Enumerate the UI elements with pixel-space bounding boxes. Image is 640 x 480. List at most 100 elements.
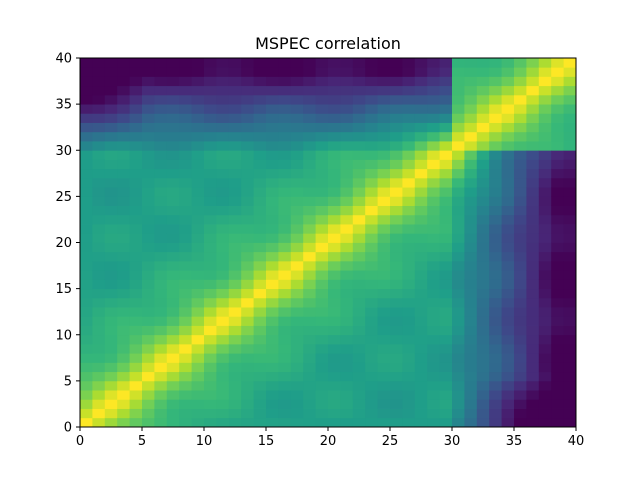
heatmap-cell	[216, 76, 230, 87]
heatmap-cell	[315, 251, 329, 262]
heatmap-cell	[514, 224, 527, 234]
heatmap-cell	[315, 343, 329, 354]
heatmap-cell	[129, 371, 143, 382]
heatmap-cell	[216, 307, 230, 317]
heatmap-cell	[551, 214, 564, 225]
heatmap-cell	[204, 297, 217, 308]
heatmap-cell	[204, 187, 217, 197]
heatmap-cell	[340, 316, 354, 326]
heatmap-cell	[142, 251, 155, 262]
heatmap-cell	[104, 122, 118, 133]
heatmap-cell	[154, 214, 168, 225]
heatmap-cell	[489, 168, 502, 179]
heatmap-cell	[352, 307, 366, 317]
heatmap-cell	[464, 362, 478, 373]
heatmap-cell	[216, 168, 230, 179]
heatmap-cell	[526, 141, 540, 151]
heatmap-cell	[204, 196, 217, 206]
heatmap-cell	[142, 270, 155, 280]
heatmap-cell	[489, 297, 502, 308]
heatmap-cell	[166, 205, 180, 216]
heatmap-cell	[414, 196, 428, 206]
heatmap-cell	[377, 113, 391, 123]
heatmap-cell	[538, 113, 552, 123]
heatmap-cell	[266, 122, 279, 133]
heatmap-cell	[191, 113, 205, 123]
heatmap-cell	[104, 343, 118, 354]
heatmap-cell	[303, 214, 316, 225]
heatmap-cell	[551, 334, 564, 345]
heatmap-cell	[303, 307, 316, 317]
heatmap-cell	[563, 150, 577, 160]
heatmap-cell	[154, 408, 168, 419]
heatmap-cell	[390, 417, 403, 428]
heatmap-cell	[290, 187, 304, 197]
heatmap-cell	[92, 362, 106, 373]
heatmap-cell	[377, 94, 391, 105]
x-tick-label: 0	[76, 434, 84, 449]
heatmap-cell	[390, 251, 403, 262]
heatmap-cell	[489, 260, 502, 271]
heatmap-cell	[315, 113, 329, 123]
heatmap-cell	[104, 58, 118, 68]
heatmap-cell	[278, 279, 292, 290]
heatmap-cell	[352, 141, 366, 151]
heatmap-cell	[154, 371, 168, 382]
heatmap-cell	[290, 251, 304, 262]
heatmap-cell	[104, 399, 118, 409]
heatmap-cell	[402, 214, 416, 225]
heatmap-cell	[154, 94, 168, 105]
heatmap-cell	[228, 288, 242, 299]
heatmap-cell	[204, 353, 217, 363]
heatmap-cell	[80, 141, 93, 151]
heatmap-cell	[402, 104, 416, 114]
heatmap-cell	[166, 224, 180, 234]
heatmap-cell	[414, 141, 428, 151]
heatmap-cell	[253, 131, 267, 142]
heatmap-cell	[216, 362, 230, 373]
heatmap-cell	[204, 67, 217, 77]
heatmap-cell	[303, 150, 316, 160]
heatmap-cell	[563, 131, 577, 142]
heatmap-cell	[92, 131, 106, 142]
heatmap-cell	[526, 371, 540, 382]
heatmap-cell	[315, 58, 329, 68]
heatmap-cell	[290, 408, 304, 419]
heatmap-cell	[427, 67, 440, 77]
heatmap-cell	[80, 279, 93, 290]
heatmap-cell	[402, 353, 416, 363]
heatmap-cell	[563, 353, 577, 363]
heatmap-cell	[402, 343, 416, 354]
heatmap-cell	[166, 343, 180, 354]
heatmap-cell	[464, 260, 478, 271]
heatmap-cell	[253, 94, 267, 105]
heatmap-cell	[117, 196, 130, 206]
heatmap-cell	[228, 390, 242, 400]
heatmap-cell	[117, 316, 130, 326]
heatmap-cell	[129, 187, 143, 197]
heatmap-cell	[253, 85, 267, 96]
heatmap-cell	[117, 104, 130, 114]
heatmap-cell	[191, 187, 205, 197]
heatmap-cell	[142, 122, 155, 133]
heatmap-cell	[92, 316, 106, 326]
heatmap-cell	[452, 362, 465, 373]
heatmap-cell	[328, 288, 341, 299]
heatmap-cell	[414, 177, 428, 188]
heatmap-cell	[551, 58, 564, 68]
heatmap-cell	[489, 390, 502, 400]
heatmap-cell	[427, 233, 440, 243]
heatmap-cell	[439, 334, 453, 345]
heatmap-cell	[290, 399, 304, 409]
heatmap-cell	[129, 196, 143, 206]
heatmap-cell	[241, 85, 254, 96]
heatmap-cell	[501, 168, 515, 179]
heatmap-cell	[563, 224, 577, 234]
heatmap-cell	[191, 307, 205, 317]
heatmap-cell	[104, 288, 118, 299]
heatmap-cell	[179, 122, 192, 133]
heatmap-cell	[328, 316, 341, 326]
heatmap-cell	[489, 408, 502, 419]
heatmap-cell	[241, 104, 254, 114]
heatmap-cell	[365, 224, 378, 234]
